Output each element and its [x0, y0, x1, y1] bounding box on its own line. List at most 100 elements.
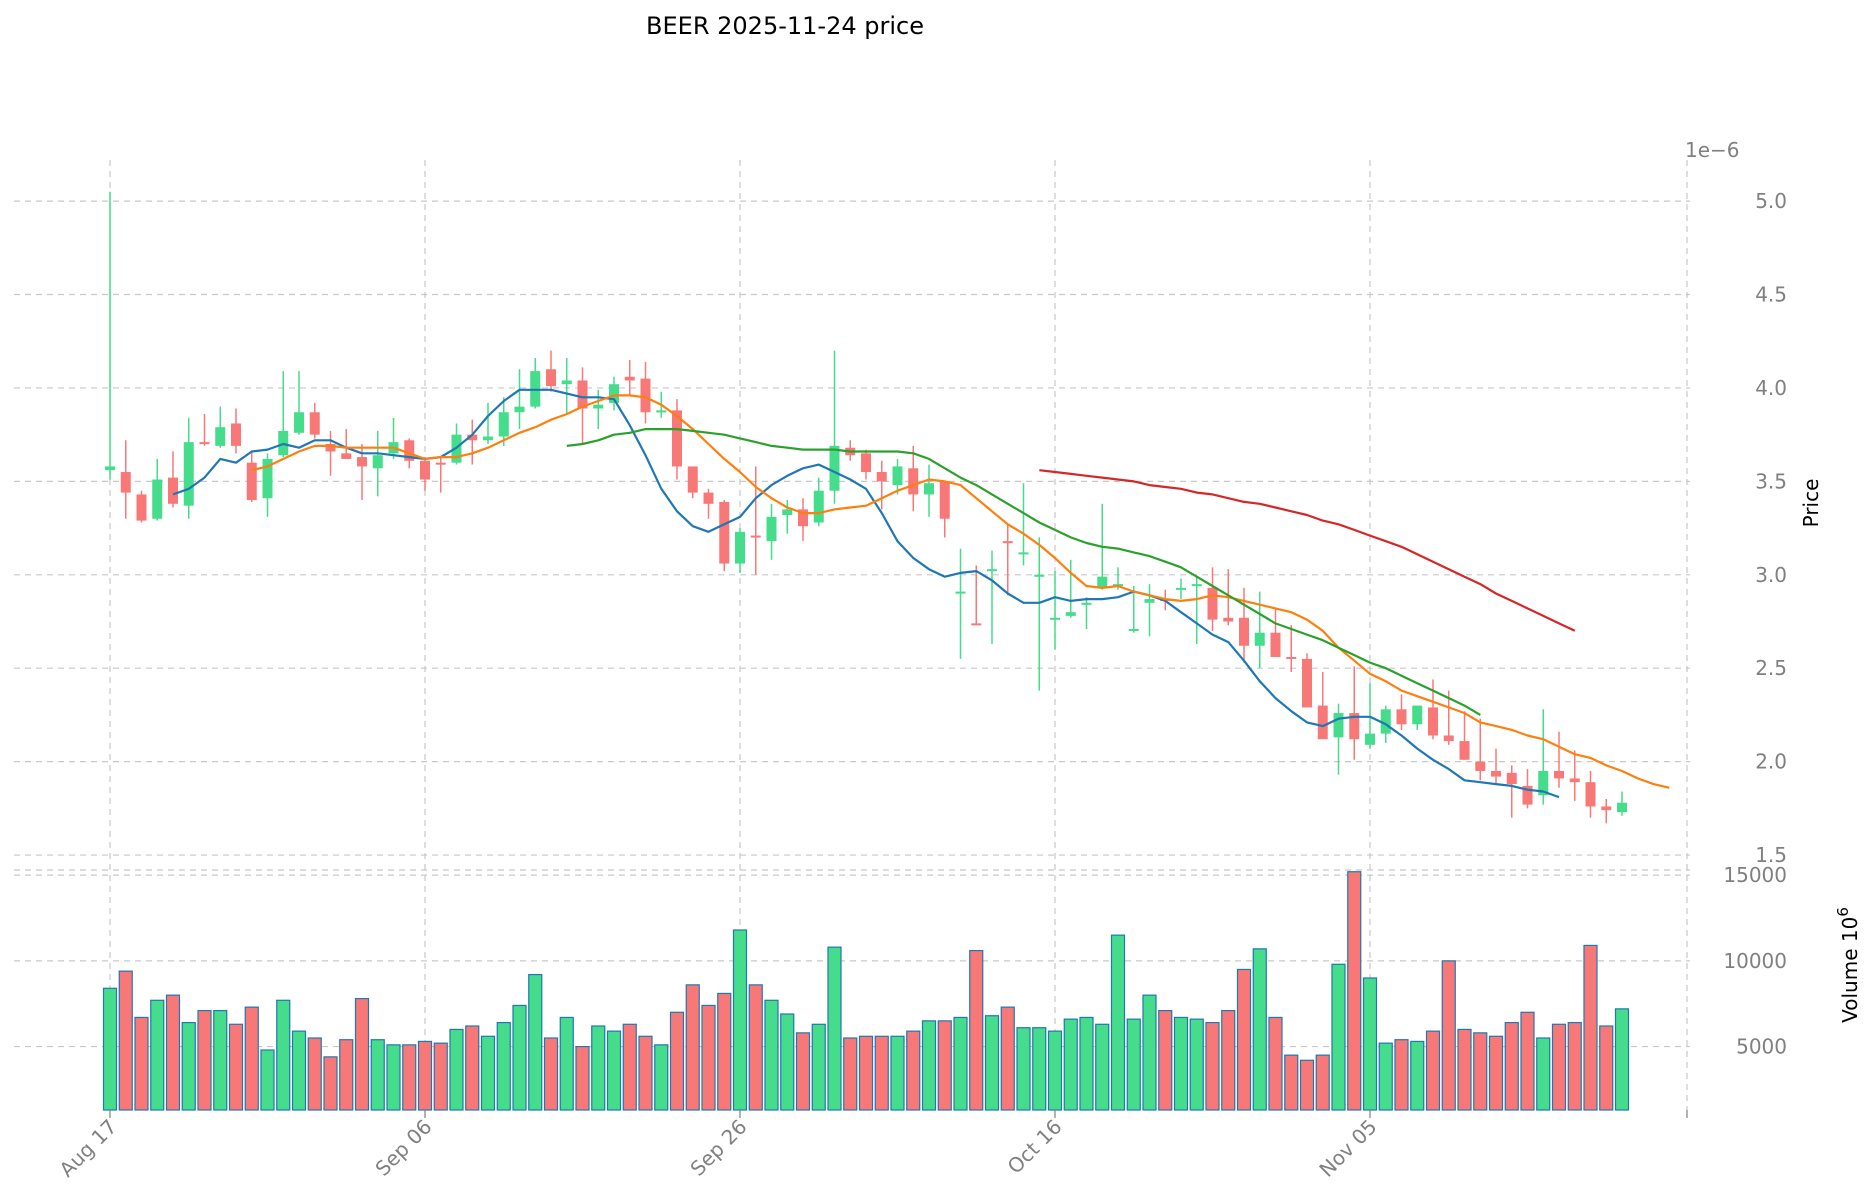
candle-body	[672, 410, 682, 467]
candle-body	[152, 479, 163, 519]
candle-body	[1302, 658, 1312, 708]
candle-body	[892, 466, 903, 486]
candle-body	[467, 434, 478, 441]
candle-body	[1349, 713, 1360, 740]
candle-body	[987, 569, 997, 572]
price-tick-label: 5.0	[1755, 189, 1787, 213]
volume-bar	[937, 1020, 952, 1111]
volume-bar	[1425, 1030, 1441, 1111]
volume-tick-label: 10000	[1723, 949, 1787, 973]
volume-bar	[1189, 1018, 1204, 1111]
volume-bar	[260, 1049, 275, 1111]
volume-bar	[1126, 1018, 1141, 1111]
volume-bar	[386, 1044, 401, 1111]
candle-body	[1018, 552, 1029, 555]
candle-body	[577, 380, 588, 409]
candle-body	[908, 468, 919, 495]
volume-bar	[1441, 960, 1456, 1111]
volume-bar	[874, 1035, 889, 1111]
candle-body	[687, 466, 698, 493]
volume-bar	[1284, 1054, 1299, 1111]
volume-bar	[1221, 1009, 1236, 1111]
x-tick-label: Sep 26	[685, 1115, 751, 1181]
candle-body	[656, 410, 667, 413]
moving-average-lines	[172, 388, 1670, 799]
candle-body	[561, 380, 572, 385]
candle-body	[750, 535, 761, 538]
price-axis-label: Price	[1799, 479, 1823, 528]
candle-body	[404, 440, 415, 461]
candle-body	[1538, 770, 1549, 796]
price-tick-label: 3.0	[1755, 563, 1787, 587]
volume-bar	[953, 1016, 968, 1111]
grid-lines	[14, 160, 1690, 1110]
candle-body	[640, 378, 651, 413]
volume-bar	[496, 1021, 511, 1111]
volume-bar	[1362, 977, 1378, 1111]
price-tick-label: 4.5	[1755, 283, 1787, 307]
volume-bar	[1536, 1037, 1551, 1111]
volume-bar	[906, 1030, 921, 1111]
volume-bar	[1473, 1032, 1488, 1111]
candle-body	[514, 406, 525, 413]
volume-bar	[433, 1042, 448, 1111]
volume-bar	[543, 1037, 559, 1111]
volume-bar	[1173, 1016, 1189, 1111]
volume-bar	[1299, 1059, 1315, 1111]
candle-body	[813, 490, 824, 523]
candle-body	[1239, 617, 1249, 646]
candlesticks	[105, 191, 1627, 824]
volume-bar	[717, 992, 732, 1111]
volume-axis-label-exponent: 6	[1834, 907, 1852, 917]
volume-bar	[575, 1045, 590, 1111]
volume-bar	[291, 1030, 307, 1111]
volume-bar	[213, 1009, 228, 1111]
candle-body	[1475, 761, 1486, 771]
volume-bar	[323, 1056, 338, 1111]
candle-body	[1554, 770, 1564, 779]
candle-body	[294, 412, 304, 433]
candle-body	[624, 376, 635, 381]
candle-body	[120, 472, 131, 493]
volume-tick-label: 5000	[1736, 1035, 1787, 1059]
candle-body	[1585, 782, 1596, 807]
candle-body	[1254, 632, 1265, 646]
volume-bar	[1142, 994, 1157, 1111]
volume-bar	[622, 1023, 637, 1111]
price-tick-label: 2.5	[1755, 656, 1787, 680]
volume-bar	[921, 1020, 937, 1111]
volume-bar	[638, 1035, 653, 1111]
volume-bar	[858, 1035, 874, 1111]
volume-bar	[654, 1044, 669, 1111]
volume-bar	[1110, 934, 1126, 1111]
volume-bar	[890, 1035, 905, 1111]
volume-bar	[1095, 1023, 1110, 1111]
candle-body	[1286, 657, 1297, 659]
volume-bar	[843, 1037, 858, 1111]
volume-bar	[181, 1021, 196, 1111]
volume-bar	[528, 973, 543, 1111]
candle-body	[924, 483, 934, 495]
price-tick-label: 1.5	[1755, 843, 1787, 867]
candle-body	[1081, 602, 1092, 605]
volume-bar	[748, 984, 763, 1111]
volume-bar	[228, 1023, 244, 1111]
candle-body	[183, 442, 194, 506]
volume-bar	[1079, 1016, 1094, 1111]
price-tick-label: 2.0	[1755, 750, 1787, 774]
volume-bar	[339, 1039, 354, 1111]
price-tick-label: 4.0	[1755, 376, 1787, 400]
volume-bar	[1504, 1021, 1519, 1111]
candle-body	[1459, 741, 1470, 760]
candle-body	[1428, 707, 1438, 736]
volume-axis-label: Volume 106	[1834, 907, 1862, 1023]
candle-body	[357, 457, 367, 467]
volume-bar	[1000, 1006, 1015, 1111]
candle-body	[372, 455, 383, 469]
candle-body	[1176, 587, 1186, 590]
volume-bar	[197, 1009, 212, 1111]
volume-bar	[1032, 1027, 1047, 1111]
volume-bar	[780, 1013, 795, 1111]
candle-body	[1034, 574, 1045, 577]
chart-title: BEER 2025-11-24 price	[646, 12, 924, 40]
